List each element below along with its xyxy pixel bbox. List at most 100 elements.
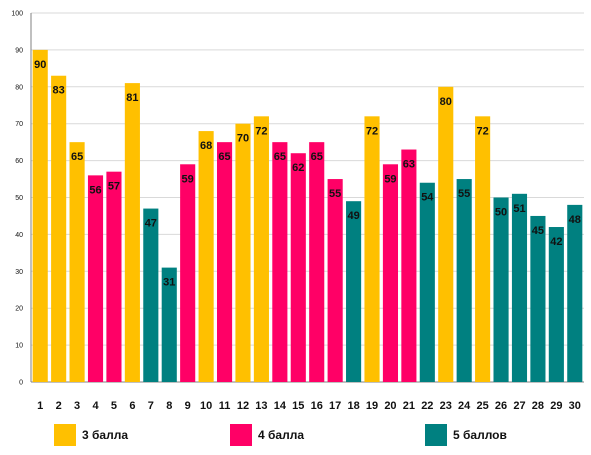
legend-item-score4: 4 балла [230, 424, 304, 446]
x-tick-label: 20 [384, 400, 396, 412]
x-tick-label: 27 [513, 400, 525, 412]
y-tick-label: 70 [15, 121, 23, 128]
data-label: 48 [569, 214, 581, 226]
y-tick-label: 40 [15, 232, 23, 239]
bar [216, 142, 233, 382]
y-tick-label: 30 [15, 269, 23, 276]
data-label: 68 [200, 140, 212, 152]
x-tick-label: 19 [366, 400, 378, 412]
bar [382, 164, 399, 382]
bar [364, 116, 380, 382]
data-label: 63 [403, 159, 415, 171]
x-tick-label: 23 [440, 400, 452, 412]
bar [290, 153, 306, 382]
x-tick-label: 24 [458, 400, 471, 412]
bar [235, 123, 251, 382]
legend-item-score3: 3 балла [54, 424, 128, 446]
bar-chart: 0102030405060708090100901832653564575816… [11, 11, 584, 412]
data-label: 72 [255, 125, 267, 137]
data-label: 51 [513, 203, 525, 215]
x-tick-label: 3 [74, 400, 80, 412]
data-label: 57 [108, 181, 120, 193]
data-label: 42 [550, 236, 562, 248]
bar [419, 182, 435, 382]
bar [87, 175, 104, 382]
data-label: 56 [89, 184, 101, 196]
data-label: 72 [366, 125, 378, 137]
x-tick-label: 2 [56, 400, 62, 412]
bar [180, 164, 196, 382]
bar [106, 171, 122, 382]
data-label: 55 [458, 188, 470, 200]
data-label: 65 [71, 151, 83, 163]
y-tick-label: 20 [15, 306, 23, 313]
bar [69, 142, 85, 382]
data-label: 72 [476, 125, 488, 137]
bar [511, 193, 528, 382]
data-label: 62 [292, 162, 304, 174]
bar [530, 215, 546, 382]
y-tick-label: 90 [15, 47, 23, 54]
bar [567, 204, 583, 382]
x-tick-label: 5 [111, 400, 117, 412]
x-tick-label: 16 [311, 400, 323, 412]
x-tick-label: 17 [329, 400, 341, 412]
bar [438, 86, 454, 383]
bar [124, 83, 140, 383]
x-tick-label: 11 [219, 400, 231, 412]
data-label: 65 [218, 151, 230, 163]
legend-swatch-score5 [425, 424, 447, 446]
legend-label-score4: 4 балла [258, 428, 305, 442]
data-label: 81 [126, 92, 138, 104]
bar [309, 142, 325, 382]
data-label: 83 [53, 85, 65, 97]
data-label: 50 [495, 207, 507, 219]
x-tick-label: 13 [255, 400, 267, 412]
data-label: 45 [532, 225, 544, 237]
data-label: 65 [274, 151, 286, 163]
y-tick-label: 10 [15, 343, 23, 350]
data-label: 31 [163, 277, 175, 289]
data-label: 70 [237, 133, 249, 145]
data-label: 49 [347, 210, 359, 222]
x-tick-label: 25 [476, 400, 488, 412]
legend-swatch-score3 [54, 424, 76, 446]
x-tick-label: 15 [292, 400, 304, 412]
y-tick-label: 0 [19, 380, 23, 387]
x-tick-label: 9 [185, 400, 191, 412]
bar [327, 179, 343, 382]
data-label: 65 [311, 151, 323, 163]
bar [493, 197, 509, 382]
bar [161, 267, 177, 382]
legend-label-score3: 3 балла [82, 428, 129, 442]
x-tick-label: 28 [532, 400, 544, 412]
data-label: 54 [421, 192, 434, 204]
x-tick-label: 8 [166, 400, 172, 412]
legend-swatch-score4 [230, 424, 252, 446]
data-label: 55 [329, 188, 341, 200]
x-tick-label: 21 [403, 400, 415, 412]
x-tick-label: 12 [237, 400, 249, 412]
bar [401, 149, 417, 382]
x-tick-label: 6 [129, 400, 135, 412]
bar [198, 131, 214, 382]
data-label: 59 [182, 173, 194, 185]
bar [272, 142, 288, 382]
legend-label-score5: 5 баллов [453, 428, 507, 442]
x-tick-label: 30 [569, 400, 581, 412]
x-tick-label: 22 [421, 400, 433, 412]
x-tick-label: 7 [148, 400, 154, 412]
data-label: 59 [384, 173, 396, 185]
x-tick-label: 18 [347, 400, 359, 412]
data-label: 80 [440, 96, 452, 108]
bar [253, 116, 269, 382]
x-tick-label: 14 [274, 400, 287, 412]
x-tick-label: 29 [550, 400, 562, 412]
y-tick-label: 80 [15, 84, 23, 91]
y-tick-label: 50 [15, 195, 23, 202]
x-tick-label: 1 [37, 400, 43, 412]
y-tick-label: 60 [15, 158, 23, 165]
bar [456, 179, 472, 382]
bar [51, 75, 67, 382]
x-tick-label: 10 [200, 400, 212, 412]
